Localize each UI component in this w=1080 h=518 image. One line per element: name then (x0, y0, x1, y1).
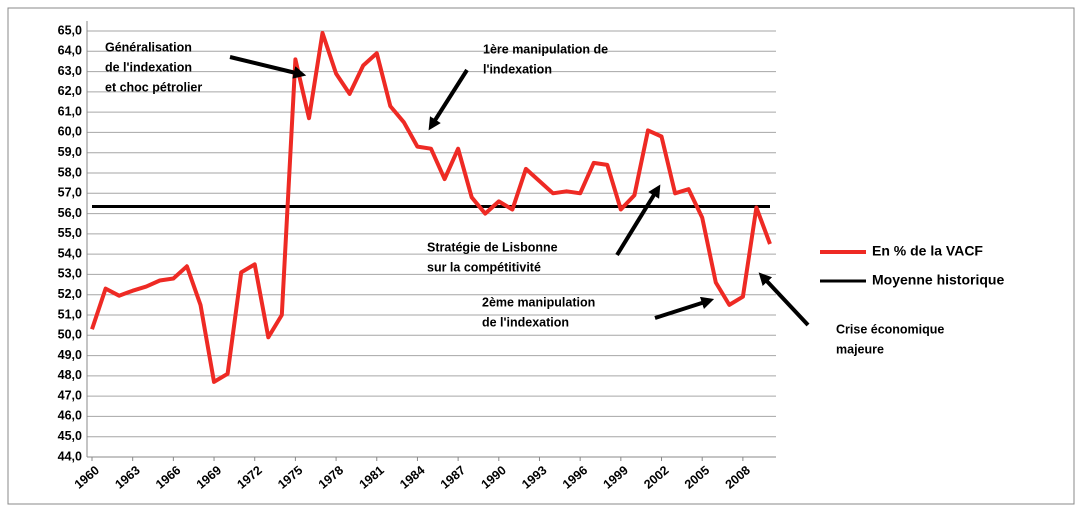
y-tick-label: 61,0 (58, 104, 82, 118)
y-tick-label: 49,0 (58, 348, 82, 362)
y-tick-label: 50,0 (58, 328, 82, 342)
y-tick-label: 56,0 (58, 206, 82, 220)
y-tick-label: 48,0 (58, 368, 82, 382)
y-tick-label: 44,0 (58, 449, 82, 463)
annotation: Généralisation (105, 40, 192, 54)
annotation: Stratégie de Lisbonne (427, 240, 558, 254)
annotation: 1ère manipulation de (483, 42, 608, 56)
y-tick-label: 55,0 (58, 226, 82, 240)
y-tick-label: 45,0 (58, 429, 82, 443)
y-tick-label: 64,0 (58, 44, 82, 58)
y-tick-label: 60,0 (58, 125, 82, 139)
y-tick-label: 46,0 (58, 409, 82, 423)
annotation-arrows (229, 55, 810, 327)
y-tick-label: 62,0 (58, 84, 82, 98)
annotation: majeure (836, 342, 884, 356)
y-tick-label: 59,0 (58, 145, 82, 159)
y-tick-label: 54,0 (58, 246, 82, 260)
arrow (654, 296, 715, 320)
arrow (615, 184, 661, 257)
y-tick-label: 47,0 (58, 388, 82, 402)
y-tick-label: 57,0 (58, 186, 82, 200)
annotation: 2ème manipulation (482, 295, 595, 309)
legend-label: En % de la VACF (872, 243, 983, 259)
legend-label: Moyenne historique (872, 272, 1004, 288)
annotation: et choc pétrolier (105, 80, 202, 94)
chart-frame (7, 7, 1075, 505)
y-tick-label: 53,0 (58, 267, 82, 281)
y-tick-label: 52,0 (58, 287, 82, 301)
y-tick-label: 58,0 (58, 165, 82, 179)
annotation: sur la compétitivité (427, 260, 541, 274)
annotation: de l'indexation (105, 60, 192, 74)
series-line (90, 31, 772, 384)
arrow (428, 68, 469, 131)
arrow (758, 272, 810, 327)
y-tick-label: 65,0 (58, 23, 82, 37)
y-tick-label: 51,0 (58, 307, 82, 321)
annotation: Crise économique (836, 322, 944, 336)
y-tick-label: 63,0 (58, 64, 82, 78)
annotation: de l'indexation (482, 315, 569, 329)
arrow (229, 55, 307, 79)
annotation: l'indexation (483, 62, 552, 76)
